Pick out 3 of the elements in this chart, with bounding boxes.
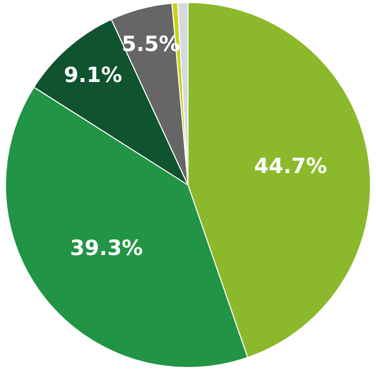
data-label: 39.3%: [70, 236, 143, 260]
data-label: 44.7%: [254, 154, 328, 178]
data-label: 9.1%: [64, 63, 122, 88]
